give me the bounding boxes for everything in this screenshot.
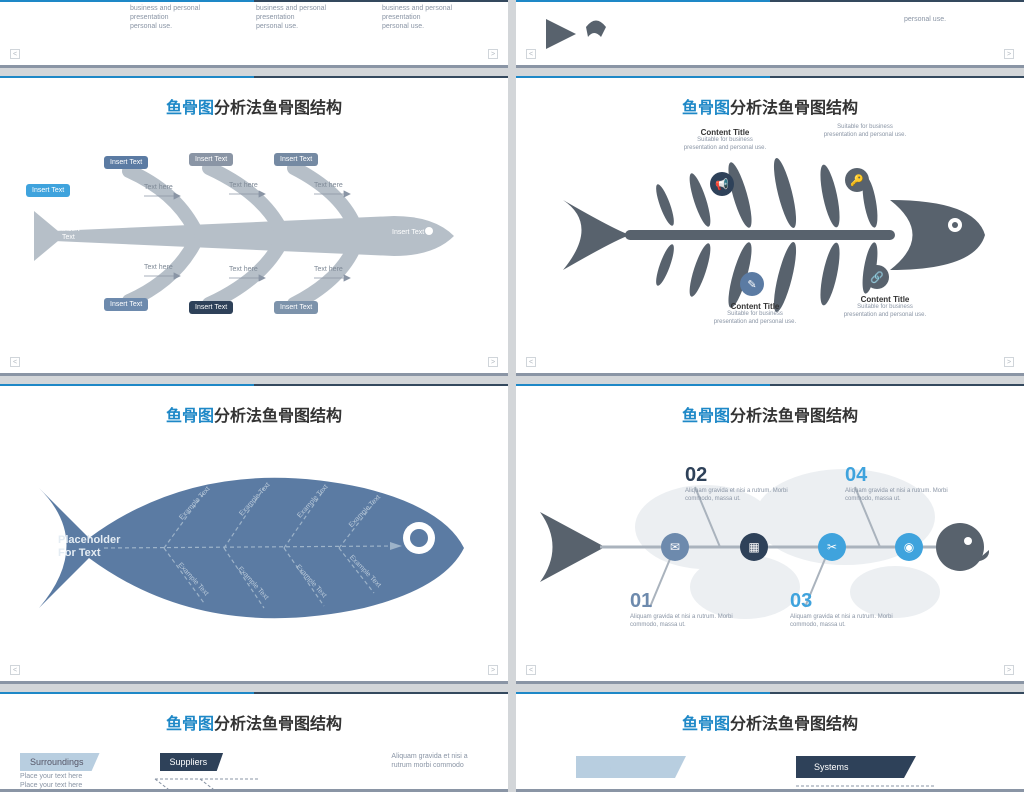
nav-next-icon[interactable]: > <box>1004 357 1014 367</box>
nav-next-icon[interactable]: > <box>1004 665 1014 675</box>
head-text: Insert Text <box>392 229 424 236</box>
nav-prev-icon[interactable]: < <box>10 665 20 675</box>
slide-title: 鱼骨图分析法鱼骨图结构 <box>0 402 508 426</box>
nav-next-icon[interactable]: > <box>1004 49 1014 59</box>
nav-prev-icon[interactable]: < <box>10 357 20 367</box>
node-icon: ▦ <box>740 533 768 561</box>
category-tag: Men <box>576 756 686 778</box>
nav-next-icon[interactable]: > <box>488 357 498 367</box>
node-icon: ✂ <box>818 533 846 561</box>
point-label: Content TitleSuitable for business prese… <box>680 128 770 153</box>
point-label: Suitable for business presentation and p… <box>820 124 910 140</box>
category-men: Men <box>576 756 686 792</box>
category-surroundings: Surroundings Place your text here Place … <box>20 752 100 789</box>
node-icon: ◉ <box>895 533 923 561</box>
point-number: 03 <box>790 590 812 612</box>
point-desc: Aliquam gravida et nisi a rutrum. Morbi … <box>685 487 815 503</box>
nav-prev-icon[interactable]: < <box>526 357 536 367</box>
slide-title: 鱼骨图分析法鱼骨图结构 <box>516 94 1024 118</box>
bone-text: Text here <box>229 266 258 273</box>
bone-label: Insert Text <box>189 301 233 314</box>
place-text: Place your text here <box>20 782 100 789</box>
fishbone-diagram: Insert Text Insert Text Insert Text Inse… <box>34 136 474 336</box>
category-systems: Systems <box>796 756 1004 792</box>
bone-text: Text here <box>144 184 173 191</box>
point-desc: Aliquam gravida et nisi a rutrum. Morbi … <box>630 613 760 629</box>
point-icon: 🔑 <box>845 168 869 192</box>
slide-title: 鱼骨图分析法鱼骨图结构 <box>516 710 1024 734</box>
bone-label: Insert Text <box>104 156 148 169</box>
slide-title: 鱼骨图分析法鱼骨图结构 <box>0 94 508 118</box>
nav-prev-icon[interactable]: < <box>526 49 536 59</box>
nav-next-icon[interactable]: > <box>488 665 498 675</box>
slide-solid-fish: 鱼骨图分析法鱼骨图结构 PlaceholderFor Text Example … <box>0 384 508 684</box>
point-number: 01 <box>630 590 652 612</box>
bone-text: Text here <box>229 182 258 189</box>
slide-partial-top-left: business and personal presentationperson… <box>0 0 508 68</box>
bone-text: Text here <box>314 266 343 273</box>
slide-title: 鱼骨图分析法鱼骨图结构 <box>516 402 1024 426</box>
category-suppliers: Suppliers <box>160 752 332 792</box>
place-text: Place your text here <box>20 773 100 780</box>
placeholder-text: PlaceholderFor Text <box>58 534 120 560</box>
slide-partial-bottom-right: 鱼骨图分析法鱼骨图结构 Men Systems <box>516 692 1024 792</box>
start-label: Insert Text <box>26 184 70 197</box>
stub-text: business and personal presentationperson… <box>256 4 342 31</box>
point-label: Content TitleSuitable for business prese… <box>710 302 800 327</box>
nav-prev-icon[interactable]: < <box>10 49 20 59</box>
bone-label: Insert Text <box>274 301 318 314</box>
stub-text: personal use. <box>904 15 994 24</box>
bone-label: Insert Text <box>104 298 148 311</box>
nav-prev-icon[interactable]: < <box>526 665 536 675</box>
slide-title: 鱼骨图分析法鱼骨图结构 <box>0 710 508 734</box>
point-label: Content TitleSuitable for business prese… <box>840 295 930 320</box>
skeleton-diagram: 📢 🔑 ✎ 🔗 Content TitleSuitable for busine… <box>545 130 995 340</box>
category-tag: Suppliers <box>160 753 224 771</box>
stub-text: business and personal presentationperson… <box>382 4 468 31</box>
point-desc: Aliquam gravida et nisi a rutrum. Morbi … <box>845 487 975 503</box>
point-desc: Aliquam gravida et nisi a rutrum. Morbi … <box>790 613 920 629</box>
slide-partial-bottom-left: 鱼骨图分析法鱼骨图结构 Surroundings Place your text… <box>0 692 508 792</box>
node-icon: ✉ <box>661 533 689 561</box>
point-number: 02 <box>685 464 707 486</box>
nav-next-icon[interactable]: > <box>488 49 498 59</box>
numbered-fishbone: ✉ ▦ ✂ ◉ 02Aliquam gravida et nisi a rutr… <box>535 442 1005 652</box>
bone-label: Insert Text <box>189 153 233 166</box>
category-tag: Surroundings <box>20 753 100 771</box>
slide-fishbone-skeleton: 鱼骨图分析法鱼骨图结构 <box>516 76 1024 376</box>
point-icon: 📢 <box>710 172 734 196</box>
solid-fish-diagram: PlaceholderFor Text Example Text Example… <box>34 448 474 648</box>
lorem-text: Aliquam gravida et nisi a rutrum morbi c… <box>391 752 488 770</box>
point-icon: 🔗 <box>865 265 889 289</box>
bone-label: Insert Text <box>274 153 318 166</box>
slide-fishbone-labels: 鱼骨图分析法鱼骨图结构 <box>0 76 508 376</box>
slide-partial-top-right: personal use. < > <box>516 0 1024 68</box>
spine-text: InsertText <box>62 226 80 241</box>
fish-tail-icon <box>546 9 666 59</box>
stub-text: business and personal presentationperson… <box>130 4 216 31</box>
category-tag: Systems <box>796 756 916 778</box>
point-number: 04 <box>845 464 867 486</box>
bone-text: Text here <box>144 264 173 271</box>
bone-text: Text here <box>314 182 343 189</box>
slide-fishbone-numbered: 鱼骨图分析法鱼骨图结构 ✉ <box>516 384 1024 684</box>
point-icon: ✎ <box>740 272 764 296</box>
